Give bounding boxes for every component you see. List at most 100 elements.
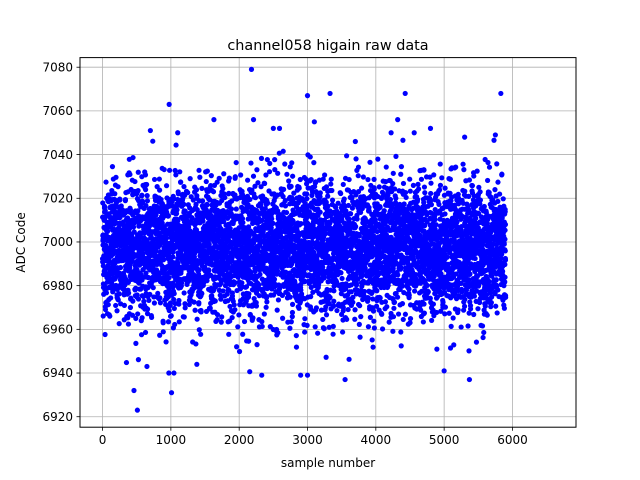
data-point — [347, 211, 354, 217]
data-point — [424, 282, 430, 289]
data-point — [410, 182, 416, 188]
data-point — [175, 260, 181, 266]
data-point — [438, 308, 444, 314]
data-point — [178, 179, 184, 185]
data-point — [276, 150, 282, 156]
data-point — [296, 185, 302, 191]
data-point — [282, 198, 288, 204]
data-point — [179, 280, 185, 286]
data-point — [339, 275, 345, 282]
data-point — [157, 332, 163, 338]
data-point — [321, 217, 328, 223]
data-point — [325, 193, 331, 199]
data-point — [344, 153, 350, 159]
data-point — [346, 356, 352, 362]
data-point — [395, 311, 402, 317]
data-point — [302, 316, 308, 322]
data-point — [323, 312, 330, 318]
data-point — [280, 315, 286, 321]
data-point — [355, 189, 362, 195]
data-point — [165, 213, 171, 219]
data-point — [297, 299, 304, 305]
data-point — [187, 176, 193, 182]
data-point — [115, 297, 121, 303]
data-point — [281, 186, 287, 192]
data-point — [439, 175, 445, 181]
data-point — [353, 156, 359, 162]
data-point — [340, 181, 346, 188]
data-point — [418, 280, 424, 286]
data-point — [283, 209, 290, 216]
data-point — [105, 228, 111, 234]
data-point — [175, 191, 181, 197]
data-point — [291, 190, 297, 196]
data-point — [406, 292, 412, 298]
data-point — [220, 186, 226, 192]
data-point — [381, 192, 387, 198]
data-point — [421, 167, 427, 173]
data-point — [355, 173, 361, 179]
data-point — [113, 174, 119, 180]
data-point — [167, 300, 174, 306]
data-point — [312, 324, 318, 330]
data-point — [133, 340, 139, 346]
data-point — [387, 196, 394, 203]
data-point — [147, 291, 153, 297]
data-point — [117, 197, 123, 203]
data-point — [436, 201, 442, 207]
data-point — [365, 324, 372, 330]
data-point — [357, 303, 363, 309]
data-point — [150, 285, 156, 291]
data-point — [206, 241, 212, 247]
data-point — [323, 354, 329, 360]
data-point — [308, 294, 314, 300]
data-point — [144, 181, 150, 188]
data-point — [328, 181, 334, 187]
data-point — [330, 331, 336, 337]
data-point — [226, 331, 232, 337]
data-point — [237, 302, 243, 308]
data-point — [275, 297, 282, 303]
data-point — [310, 289, 316, 295]
data-point — [275, 170, 281, 176]
data-point — [178, 268, 184, 274]
data-point — [217, 292, 223, 298]
data-point — [289, 314, 295, 320]
data-point — [160, 329, 166, 335]
data-point — [250, 315, 256, 321]
data-point — [280, 148, 286, 154]
data-point — [135, 198, 142, 204]
data-point — [370, 296, 376, 302]
data-point — [369, 289, 375, 295]
data-point — [101, 203, 108, 210]
data-point — [115, 184, 121, 190]
data-point — [431, 172, 437, 178]
data-point — [390, 265, 396, 271]
data-point — [170, 284, 176, 290]
data-point — [384, 304, 390, 310]
data-point — [390, 314, 397, 320]
data-point — [418, 176, 425, 182]
data-point — [376, 184, 382, 190]
data-point — [214, 311, 221, 318]
data-point — [317, 190, 323, 196]
data-point — [108, 295, 114, 301]
data-point — [173, 172, 179, 178]
data-point — [320, 298, 326, 305]
data-point — [323, 184, 330, 190]
data-point — [248, 160, 254, 166]
data-point — [204, 278, 210, 284]
data-point — [355, 164, 362, 170]
data-point — [269, 216, 275, 222]
data-point — [253, 303, 260, 309]
data-point — [317, 194, 323, 200]
data-point — [254, 342, 260, 348]
data-point — [256, 211, 262, 217]
data-point — [174, 207, 180, 213]
scatter-points — [99, 66, 509, 413]
data-point — [132, 178, 138, 185]
data-point — [218, 280, 224, 286]
data-point — [353, 282, 360, 288]
data-point — [391, 299, 398, 305]
data-point — [176, 297, 182, 304]
